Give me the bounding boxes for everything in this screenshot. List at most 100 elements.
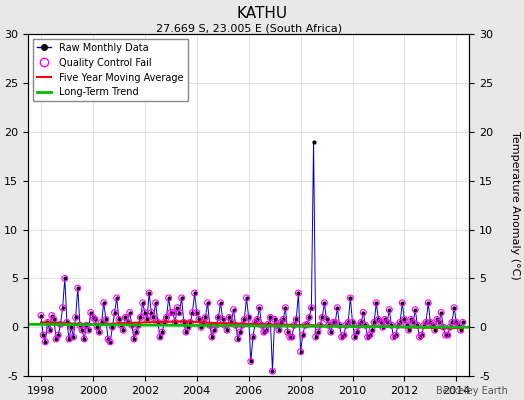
Point bbox=[277, 319, 285, 326]
Point bbox=[149, 314, 158, 321]
Point bbox=[407, 316, 415, 323]
Point bbox=[169, 309, 177, 316]
Point bbox=[178, 295, 186, 301]
Point bbox=[186, 319, 194, 326]
Point bbox=[140, 309, 149, 316]
Point bbox=[450, 304, 458, 311]
Point bbox=[113, 295, 121, 301]
Point bbox=[201, 314, 210, 321]
Point bbox=[324, 322, 333, 328]
Text: KATHU: KATHU bbox=[236, 6, 288, 21]
Point bbox=[335, 322, 344, 328]
Point bbox=[400, 316, 409, 323]
Point bbox=[162, 314, 171, 321]
Point bbox=[76, 322, 84, 328]
Point bbox=[199, 319, 208, 326]
Point bbox=[266, 314, 275, 321]
Point bbox=[126, 309, 134, 316]
Point bbox=[292, 316, 300, 323]
Legend: Raw Monthly Data, Quality Control Fail, Five Year Moving Average, Long-Term Tren: Raw Monthly Data, Quality Control Fail, … bbox=[33, 39, 188, 101]
Point bbox=[329, 319, 337, 326]
Text: Berkeley Earth: Berkeley Earth bbox=[436, 386, 508, 396]
Point bbox=[208, 334, 216, 340]
Point bbox=[283, 329, 292, 335]
Point bbox=[428, 322, 436, 328]
Point bbox=[318, 314, 326, 321]
Point bbox=[54, 332, 62, 338]
Point bbox=[156, 334, 164, 340]
Point bbox=[294, 290, 303, 296]
Point bbox=[413, 322, 422, 328]
Point bbox=[223, 327, 231, 333]
Point bbox=[210, 327, 219, 333]
Point bbox=[372, 300, 380, 306]
Point bbox=[452, 319, 461, 326]
Point bbox=[71, 314, 80, 321]
Point bbox=[69, 334, 78, 340]
Point bbox=[340, 332, 348, 338]
Point bbox=[123, 319, 132, 326]
Point bbox=[420, 322, 428, 328]
Point bbox=[316, 322, 324, 328]
Point bbox=[288, 334, 296, 340]
Point bbox=[238, 322, 246, 328]
Point bbox=[245, 314, 253, 321]
Point bbox=[402, 322, 411, 328]
Point bbox=[136, 314, 145, 321]
Point bbox=[290, 322, 298, 328]
Point bbox=[344, 319, 352, 326]
Point bbox=[353, 329, 361, 335]
Title: 27.669 S, 23.005 E (South Africa): 27.669 S, 23.005 E (South Africa) bbox=[156, 23, 342, 33]
Point bbox=[89, 314, 97, 321]
Point bbox=[251, 319, 259, 326]
Point bbox=[58, 304, 67, 311]
Point bbox=[346, 295, 355, 301]
Point bbox=[297, 348, 305, 355]
Point bbox=[422, 319, 430, 326]
Point bbox=[257, 322, 266, 328]
Point bbox=[281, 304, 290, 311]
Point bbox=[192, 309, 201, 316]
Point bbox=[48, 312, 56, 319]
Point bbox=[197, 324, 205, 330]
Point bbox=[416, 334, 424, 340]
Point bbox=[41, 339, 50, 345]
Point bbox=[171, 319, 179, 326]
Point bbox=[212, 322, 221, 328]
Point bbox=[268, 368, 277, 374]
Point bbox=[355, 322, 363, 328]
Point bbox=[100, 300, 108, 306]
Point bbox=[182, 329, 190, 335]
Point bbox=[128, 322, 136, 328]
Point bbox=[366, 332, 374, 338]
Point bbox=[314, 329, 322, 335]
Point bbox=[439, 324, 447, 330]
Point bbox=[364, 334, 372, 340]
Point bbox=[225, 314, 233, 321]
Point bbox=[67, 324, 75, 330]
Point bbox=[195, 316, 203, 323]
Point bbox=[80, 336, 89, 342]
Point bbox=[234, 336, 242, 342]
Point bbox=[165, 295, 173, 301]
Point bbox=[301, 322, 309, 328]
Point bbox=[374, 316, 383, 323]
Point bbox=[93, 324, 102, 330]
Point bbox=[448, 319, 456, 326]
Point bbox=[50, 316, 58, 323]
Point bbox=[357, 319, 365, 326]
Point bbox=[145, 290, 154, 296]
Point bbox=[247, 358, 255, 365]
Point bbox=[104, 336, 112, 342]
Point bbox=[379, 324, 387, 330]
Point bbox=[97, 319, 106, 326]
Point bbox=[130, 336, 138, 342]
Point bbox=[424, 300, 432, 306]
Point bbox=[351, 334, 359, 340]
Point bbox=[431, 327, 439, 333]
Point bbox=[134, 322, 143, 328]
Point bbox=[337, 334, 346, 340]
Point bbox=[188, 309, 196, 316]
Point bbox=[143, 316, 151, 323]
Point bbox=[160, 319, 169, 326]
